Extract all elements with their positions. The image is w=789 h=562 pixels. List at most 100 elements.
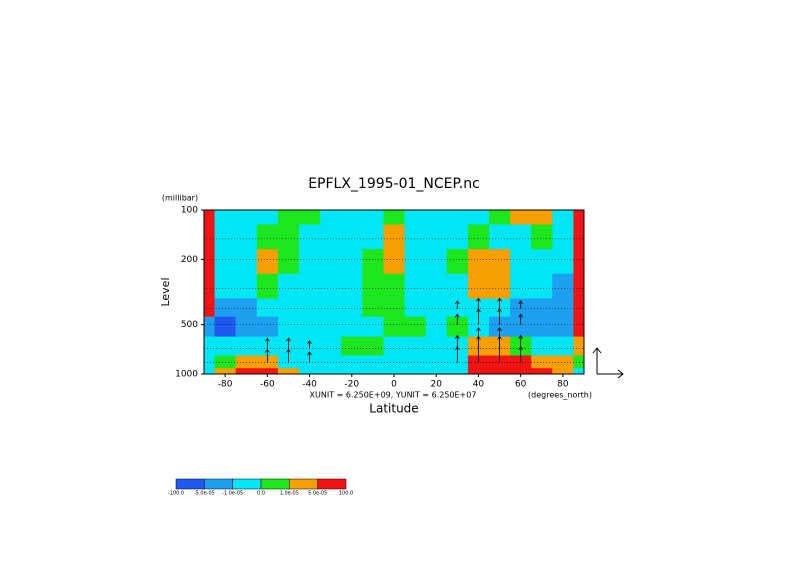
vector bbox=[518, 300, 523, 309]
contour-cell bbox=[489, 273, 511, 299]
vector bbox=[476, 308, 481, 325]
contour-cell bbox=[320, 316, 342, 338]
colorbar-label: 1.0e-05 bbox=[280, 491, 299, 497]
contour-cell bbox=[404, 210, 427, 225]
contour-cell bbox=[341, 368, 363, 375]
contour-cell bbox=[489, 224, 511, 250]
contour-cell bbox=[204, 316, 216, 338]
contour-cell bbox=[362, 273, 384, 299]
vector-head bbox=[455, 313, 460, 318]
vector bbox=[476, 335, 481, 363]
vector bbox=[518, 346, 523, 363]
contour-cell bbox=[446, 210, 469, 225]
colorbar-box bbox=[289, 478, 318, 490]
contour-cell bbox=[320, 298, 342, 318]
contour-cell bbox=[362, 336, 384, 357]
reference-arrow bbox=[592, 347, 624, 379]
vector-head bbox=[497, 308, 502, 313]
contour-cell bbox=[214, 336, 237, 357]
vector bbox=[455, 346, 460, 363]
contour-cell bbox=[341, 355, 363, 369]
contour-cell bbox=[573, 249, 585, 275]
contour-cell bbox=[467, 368, 490, 375]
contour-cell bbox=[320, 336, 342, 357]
contour-cell bbox=[277, 210, 300, 225]
contour-cell bbox=[235, 273, 258, 299]
vector bbox=[518, 313, 523, 325]
vector-head bbox=[455, 300, 460, 305]
contour-cell bbox=[362, 210, 384, 225]
contour-cell bbox=[256, 249, 279, 275]
vector bbox=[497, 335, 502, 363]
contour-cell bbox=[320, 355, 342, 369]
contour-cell bbox=[204, 224, 216, 250]
contour-cell bbox=[531, 316, 553, 338]
contour-cell bbox=[362, 298, 384, 318]
vector-head bbox=[476, 335, 481, 340]
x-tick-label: 20 bbox=[430, 380, 442, 390]
contour-cell bbox=[204, 273, 216, 299]
contour-cell bbox=[256, 210, 279, 225]
overlay bbox=[201, 209, 584, 377]
contour-cell bbox=[341, 224, 363, 250]
vector-head bbox=[476, 327, 481, 332]
y-axis-label: Level bbox=[159, 277, 172, 306]
colorbar-label: -100.0 bbox=[168, 491, 184, 497]
contour-cell bbox=[256, 224, 279, 250]
contour-cell bbox=[531, 210, 553, 225]
contour-cell bbox=[531, 249, 553, 275]
vector-head bbox=[497, 327, 502, 332]
x-tick-label: 0 bbox=[391, 380, 397, 390]
contour-cell bbox=[467, 273, 490, 299]
contour-cell bbox=[404, 355, 427, 369]
contour-cell bbox=[235, 316, 258, 338]
contour-cell bbox=[573, 336, 585, 357]
contour-cell bbox=[404, 316, 427, 338]
chart-title: EPFLX_1995-01_NCEP.nc bbox=[308, 176, 480, 192]
contour-cell bbox=[214, 249, 237, 275]
contour-cell bbox=[256, 316, 279, 338]
y-unit-label: (millibar) bbox=[162, 194, 198, 203]
contour-cell bbox=[573, 273, 585, 299]
contour-cell bbox=[362, 224, 384, 250]
contour-cell bbox=[362, 355, 384, 369]
contour-cell bbox=[404, 224, 427, 250]
contour-cell bbox=[320, 273, 342, 299]
colorbar-label: -1.0e-05 bbox=[222, 491, 243, 497]
contour-cell bbox=[467, 316, 490, 338]
contour-cell bbox=[573, 210, 585, 225]
contour-cell bbox=[362, 249, 384, 275]
contour-cell bbox=[277, 368, 300, 375]
contour-cell bbox=[573, 298, 585, 318]
contour-cell bbox=[383, 249, 406, 275]
colorbar-box bbox=[317, 478, 347, 490]
contour-cell bbox=[510, 210, 532, 225]
contour-cell bbox=[552, 316, 574, 338]
vector-head bbox=[518, 346, 523, 351]
contour-cell bbox=[341, 316, 363, 338]
contour-cell bbox=[510, 249, 532, 275]
contour-cell bbox=[362, 316, 384, 338]
contour-cell bbox=[425, 298, 448, 318]
contour-cell bbox=[204, 249, 216, 275]
contour-cell bbox=[299, 249, 321, 275]
x-tick-label: -20 bbox=[344, 380, 359, 390]
vector-head bbox=[476, 297, 481, 302]
colorbar-box bbox=[175, 478, 205, 490]
contour-cell bbox=[531, 368, 553, 375]
y-tick-label: 500 bbox=[181, 320, 198, 330]
contour-cell bbox=[204, 210, 216, 225]
plot-frame bbox=[203, 209, 585, 375]
contour-cell bbox=[552, 298, 574, 318]
contour-cell bbox=[204, 368, 216, 375]
contour-cell bbox=[299, 368, 321, 375]
contour-cell bbox=[299, 273, 321, 299]
contour-cell bbox=[341, 298, 363, 318]
contour-cell bbox=[235, 368, 258, 375]
colorbar-label: 0.0 bbox=[257, 491, 265, 497]
vector bbox=[455, 313, 460, 325]
y-tick-label: 1000 bbox=[175, 370, 198, 380]
contour-cell bbox=[235, 249, 258, 275]
contour-cell bbox=[467, 249, 490, 275]
